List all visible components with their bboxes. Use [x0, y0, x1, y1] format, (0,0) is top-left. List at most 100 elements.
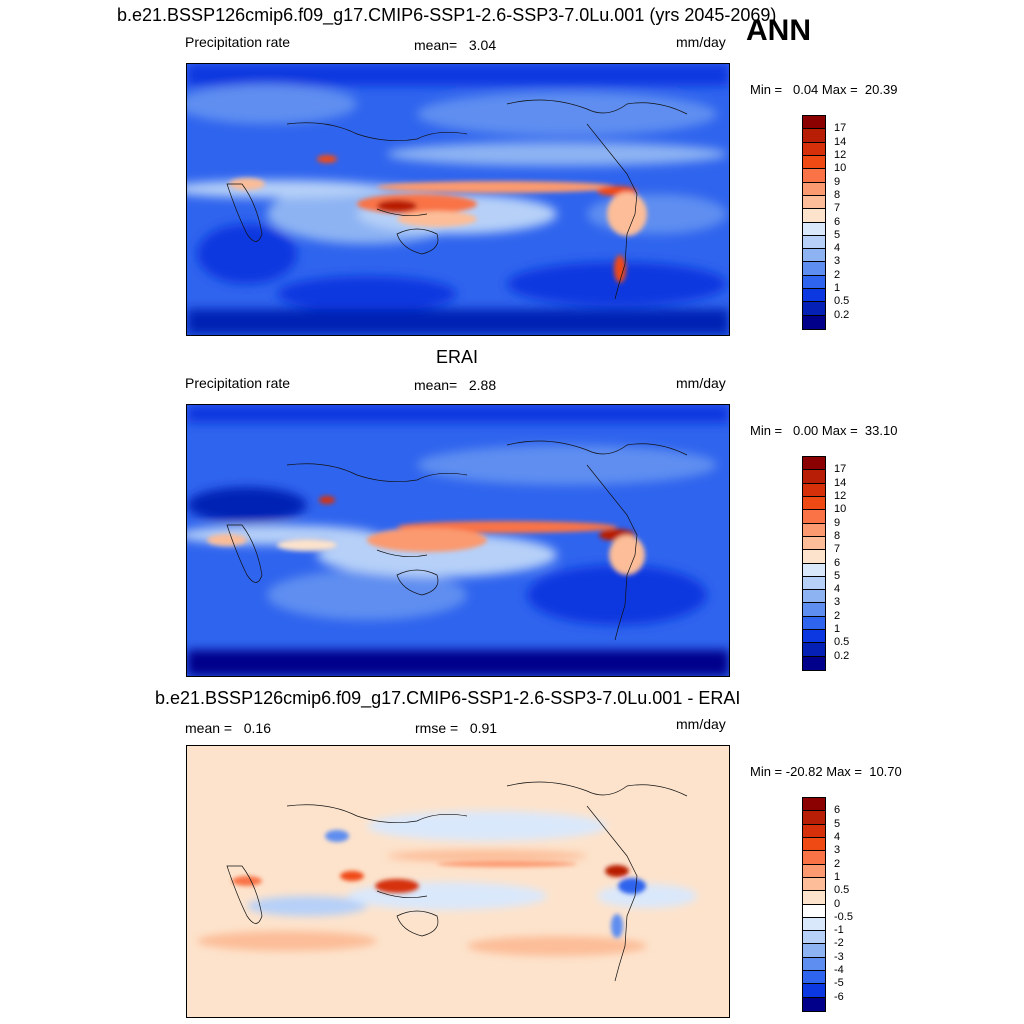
colorbar-tick-label: -5	[834, 977, 844, 990]
colorbar-swatch	[803, 182, 825, 196]
colorbar-swatch	[803, 222, 825, 236]
colorbar-swatch	[803, 249, 825, 263]
colorbar-swatch	[803, 209, 825, 223]
colorbar-tick-label: 7	[834, 202, 841, 215]
colorbar-swatch	[803, 851, 825, 865]
colorbar-tick-label: 1	[834, 870, 841, 883]
colorbar-swatch	[803, 483, 825, 497]
panel2-minmax: Min = 0.00 Max = 33.10	[750, 423, 898, 438]
panel2-variable-label: Precipitation rate	[185, 375, 291, 391]
colorbar-tick-label: 0.5	[834, 636, 850, 649]
colorbar-tick-label: 7	[834, 543, 841, 556]
colorbar-tick-label: 0.5	[834, 295, 850, 308]
colorbar-tick-label: 12	[834, 489, 847, 502]
colorbar-swatch	[803, 984, 825, 998]
precip-colorbar-erai	[802, 456, 826, 671]
colorbar-tick-label: 10	[834, 162, 847, 175]
colorbar-tick-label: 4	[834, 830, 841, 843]
coastlines-diff	[226, 781, 688, 982]
colorbar-swatch	[803, 155, 825, 170]
colorbar-tick-label: 2	[834, 609, 841, 622]
colorbar-tick-label: 0.2	[834, 649, 850, 662]
erai-precip-map	[186, 404, 730, 677]
colorbar-swatch	[803, 630, 825, 644]
colorbar-tick-label: 14	[834, 476, 847, 489]
colorbar-swatch	[803, 576, 825, 591]
colorbar-tick-label: 2	[834, 268, 841, 281]
colorbar-swatch	[803, 169, 825, 183]
colorbar-tick-label: 3	[834, 844, 841, 857]
colorbar-tick-label: -3	[834, 950, 844, 963]
colorbar-tick-label: -4	[834, 964, 844, 977]
precip-colorbar-model	[802, 115, 826, 330]
colorbar-swatch	[803, 262, 825, 276]
colorbar-swatch	[803, 116, 825, 130]
colorbar-swatch	[803, 496, 825, 511]
colorbar-swatch	[803, 510, 825, 524]
panel2-mean-label: mean= 2.88	[414, 377, 497, 393]
colorbar-tick-label: 14	[834, 135, 847, 148]
colorbar-tick-label: 6	[834, 804, 841, 817]
colorbar-swatch	[803, 891, 825, 905]
panel1-mean-label: mean= 3.04	[414, 37, 497, 53]
colorbar-tick-label: 9	[834, 175, 841, 188]
colorbar-tick-label: 2	[834, 857, 841, 870]
colorbar-swatch	[803, 550, 825, 564]
coastlines-erai	[226, 440, 688, 641]
panel3-minmax: Min = -20.82 Max = 10.70	[750, 764, 902, 779]
colorbar-tick-label: 0	[834, 897, 841, 910]
colorbar-swatch	[803, 837, 825, 852]
colorbar-swatch	[803, 656, 825, 670]
colorbar-swatch	[803, 877, 825, 892]
colorbar-tick-label: -6	[834, 990, 844, 1003]
colorbar-tick-label: -1	[834, 924, 844, 937]
colorbar-tick-label: 5	[834, 817, 841, 830]
colorbar-tick-label: 8	[834, 188, 841, 201]
colorbar-tick-label: -2	[834, 937, 844, 950]
colorbar-swatch	[803, 944, 825, 958]
colorbar-swatch	[803, 289, 825, 303]
model-precip-map	[186, 63, 730, 336]
colorbar-swatch	[803, 798, 825, 812]
colorbar-tick-label: 1	[834, 282, 841, 295]
panel1-units-label: mm/day	[676, 34, 726, 50]
colorbar-tick-label: 9	[834, 516, 841, 529]
colorbar-tick-label: 6	[834, 215, 841, 228]
colorbar-tick-label: 4	[834, 583, 841, 596]
colorbar-swatch	[803, 931, 825, 945]
panel3-units-label: mm/day	[676, 716, 726, 732]
colorbar-swatch	[803, 457, 825, 471]
colorbar-swatch	[803, 129, 825, 143]
model-title: b.e21.BSSP126cmip6.f09_g17.CMIP6-SSP1-2.…	[117, 5, 777, 25]
colorbar-swatch	[803, 997, 825, 1011]
colorbar-tick-label: 3	[834, 255, 841, 268]
difference-map	[186, 745, 730, 1018]
colorbar-swatch	[803, 563, 825, 577]
panel1-minmax: Min = 0.04 Max = 20.39	[750, 82, 898, 97]
colorbar-tick-label: 4	[834, 242, 841, 255]
diff-colorbar	[802, 797, 826, 1012]
colorbar-tick-label: 0.2	[834, 308, 850, 321]
colorbar-tick-label: 10	[834, 503, 847, 516]
colorbar-swatch	[803, 590, 825, 604]
colorbar-tick-label: -0.5	[834, 910, 853, 923]
colorbar-tick-label: 1	[834, 623, 841, 636]
colorbar-swatch	[803, 824, 825, 838]
obs-title: ERAI	[436, 347, 479, 367]
colorbar-swatch	[803, 864, 825, 878]
colorbar-tick-label: 12	[834, 148, 847, 161]
colorbar-swatch	[803, 195, 825, 210]
panel2-units-label: mm/day	[676, 375, 726, 391]
panel1-variable-label: Precipitation rate	[185, 34, 291, 50]
colorbar-swatch	[803, 603, 825, 617]
diff-title: b.e21.BSSP126cmip6.f09_g17.CMIP6-SSP1-2.…	[155, 688, 741, 708]
colorbar-swatch	[803, 904, 825, 918]
season-label: ANN	[746, 14, 811, 47]
colorbar-swatch	[803, 957, 825, 972]
colorbar-tick-label: 3	[834, 596, 841, 609]
coastlines-model	[226, 99, 688, 300]
colorbar-tick-label: 6	[834, 556, 841, 569]
colorbar-swatch	[803, 302, 825, 316]
colorbar-swatch	[803, 811, 825, 825]
colorbar-tick-label: 5	[834, 569, 841, 582]
